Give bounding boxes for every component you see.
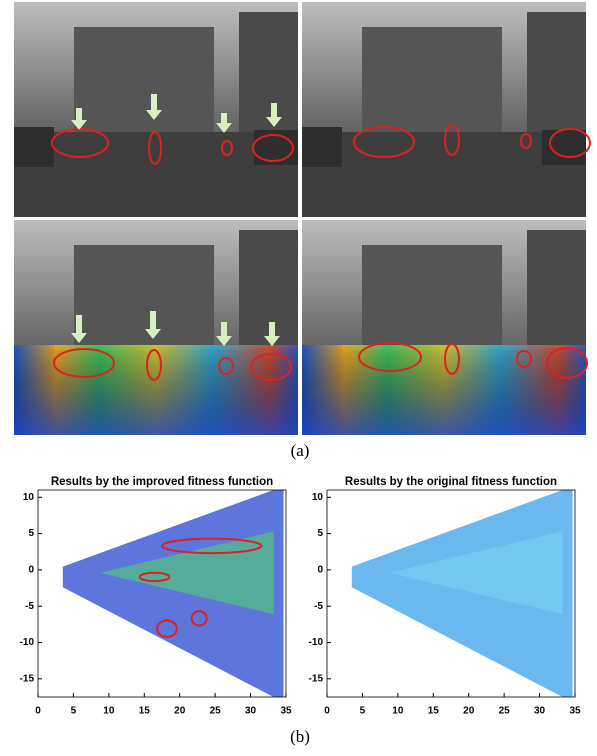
y-tick-label: -10 (309, 637, 324, 648)
x-tick-label: 0 (35, 706, 41, 717)
y-tick-label: -10 (20, 637, 35, 648)
chart-title: Results by the original fitness function (345, 476, 557, 488)
x-tick-label: 5 (71, 706, 77, 717)
y-tick-label: 0 (317, 565, 323, 576)
y-tick-label: 5 (28, 528, 34, 539)
x-tick-label: 25 (210, 706, 222, 717)
x-tick-label: 20 (174, 706, 186, 717)
highlight (161, 537, 263, 555)
x-tick-label: 0 (324, 706, 330, 717)
point-cloud-core (389, 531, 563, 615)
x-tick-label: 15 (428, 706, 440, 717)
x-tick-label: 30 (245, 706, 257, 717)
y-tick-label: -5 (314, 601, 323, 612)
x-tick-label: 35 (280, 706, 292, 717)
x-tick-label: 15 (139, 706, 151, 717)
x-tick-label: 35 (569, 706, 581, 717)
point-cloud (351, 490, 573, 697)
plot-frame (326, 489, 576, 698)
y-tick-label: 10 (23, 492, 35, 503)
y-tick-label: -5 (25, 601, 34, 612)
y-tick-label: 5 (317, 528, 323, 539)
chart-title: Results by the improved fitness function (51, 476, 273, 488)
panel-label: (b) (290, 727, 310, 746)
x-tick-label: 10 (103, 706, 115, 717)
y-tick-label: -15 (309, 673, 324, 684)
highlight (138, 571, 171, 583)
y-tick-label: -15 (20, 673, 35, 684)
x-tick-label: 5 (360, 706, 366, 717)
panel-label: (a) (291, 441, 310, 460)
photos (14, 2, 591, 435)
point-cloud (62, 490, 284, 697)
highlight (190, 610, 208, 627)
y-tick-label: 10 (312, 492, 324, 503)
plot-frame (37, 489, 287, 698)
x-tick-label: 20 (463, 706, 475, 717)
x-tick-label: 10 (392, 706, 404, 717)
x-tick-label: 30 (534, 706, 546, 717)
x-tick-label: 25 (499, 706, 511, 717)
y-tick-label: 0 (28, 565, 34, 576)
highlight (156, 619, 178, 638)
